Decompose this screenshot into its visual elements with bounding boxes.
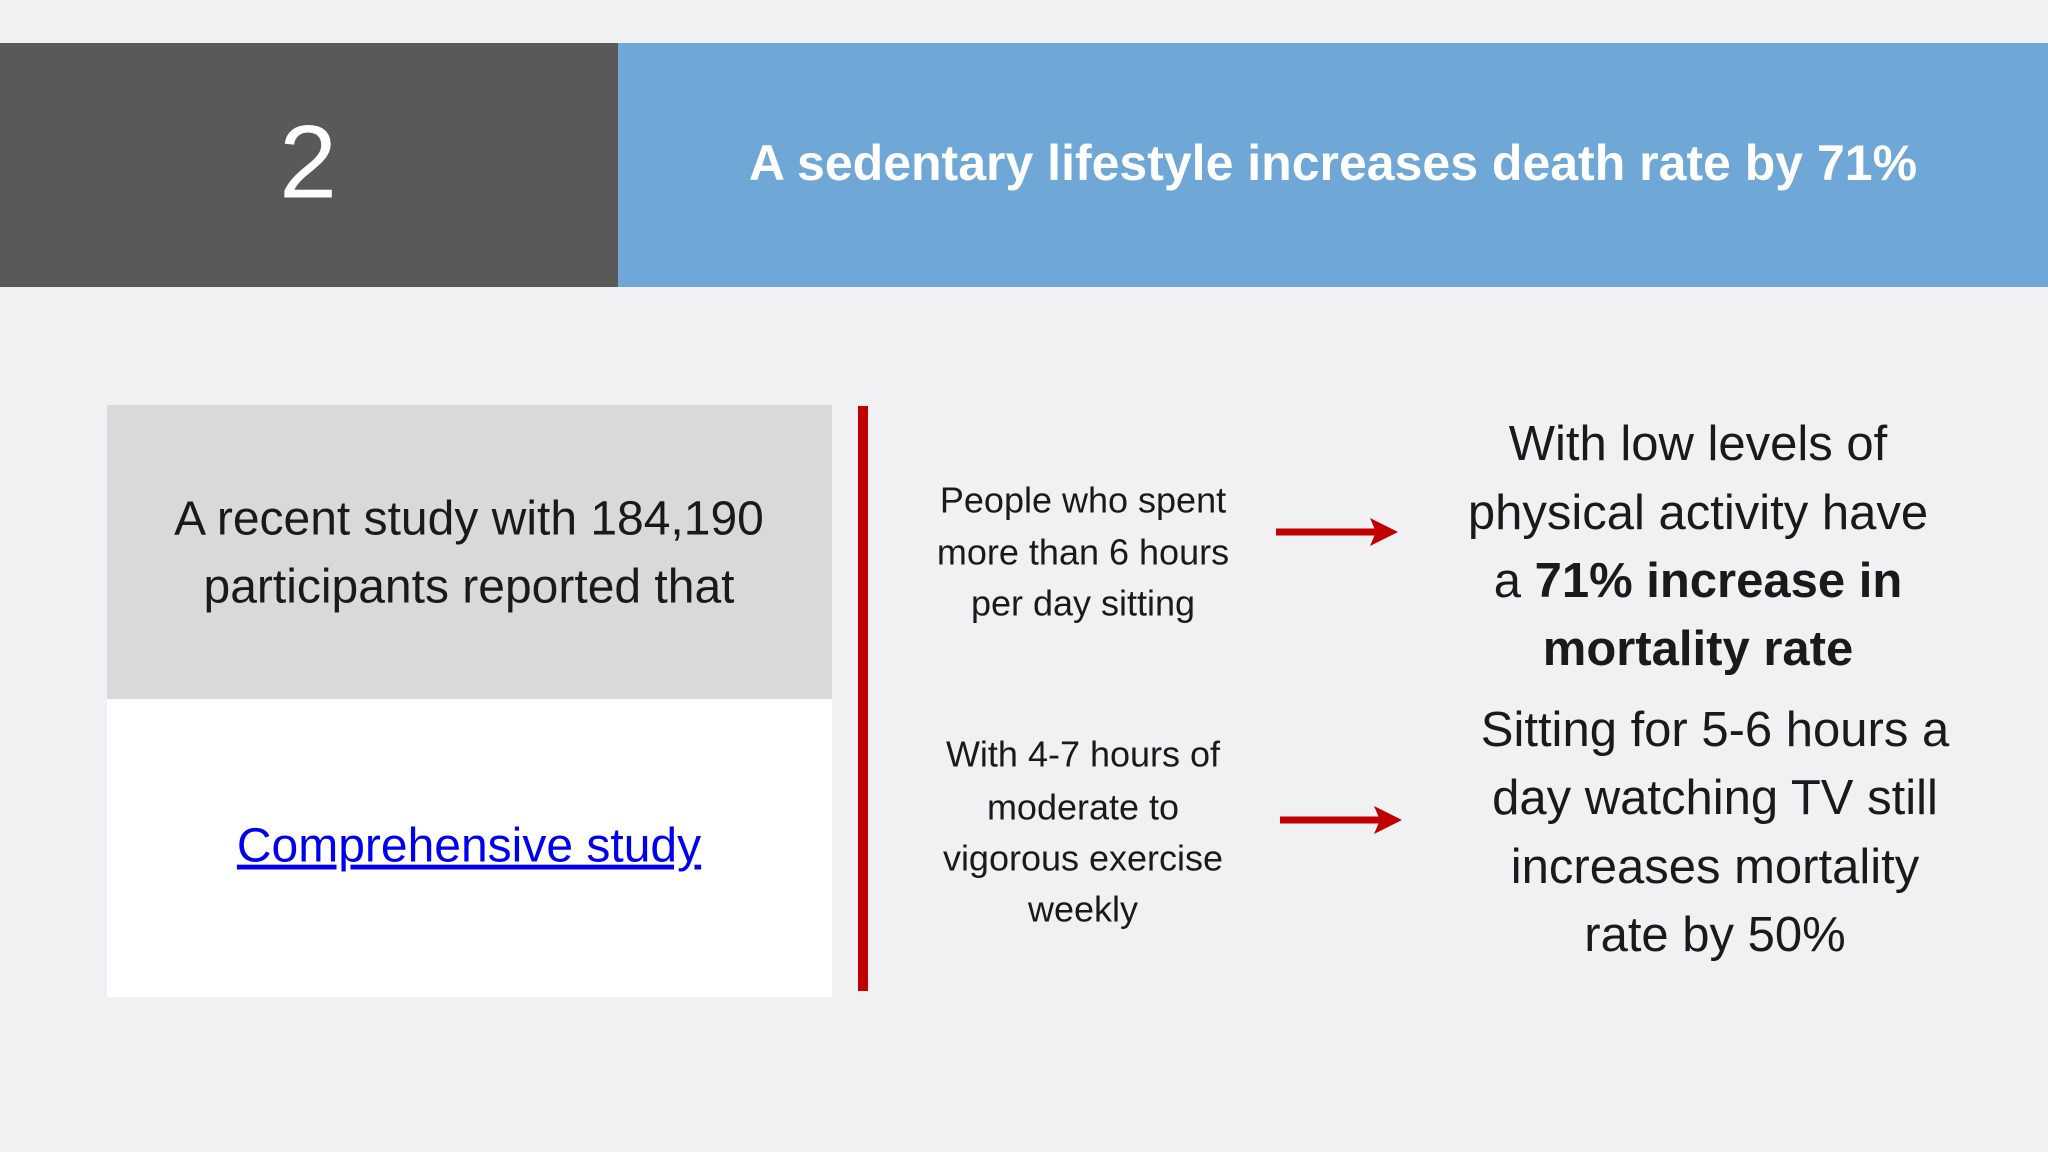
arrow xyxy=(1276,518,1398,546)
condition-line: moderate to xyxy=(987,787,1179,828)
number-box xyxy=(0,43,618,287)
study-box xyxy=(107,405,832,699)
condition: People who spent more than 6 hours per d… xyxy=(937,480,1229,930)
outcome-line: day watching TV still xyxy=(1492,771,1938,825)
slide-title: A sedentary lifestyle increases death ra… xyxy=(749,135,1917,191)
study-text: A recent study with 184,190 xyxy=(174,493,764,546)
outcome-line: Sitting for 5-6 hours a xyxy=(1481,703,1950,757)
outcome-line: rate by 50% xyxy=(1584,908,1846,962)
condition-line: With 4-7 hours of xyxy=(946,734,1221,775)
link-box xyxy=(107,699,832,997)
outcome: With low levels of physical activity hav… xyxy=(1468,417,1950,962)
outcome-line: increases mortality xyxy=(1511,840,1920,894)
study-link[interactable]: Comprehensive study xyxy=(237,820,701,873)
divider xyxy=(858,406,868,991)
condition-line: People who spent xyxy=(940,480,1226,521)
outcome-text: a xyxy=(1494,554,1535,608)
condition-line: vigorous exercise xyxy=(943,838,1223,879)
outcome-line: physical activity have xyxy=(1468,486,1928,540)
outcome-line: a 71% increase in xyxy=(1494,554,1903,608)
outcome-emphasis: mortality rate xyxy=(1543,622,1853,676)
arrow xyxy=(1280,806,1402,834)
outcome-emphasis: 71% increase in xyxy=(1535,554,1903,608)
condition-line: weekly xyxy=(1027,889,1138,930)
outcome-line: With low levels of xyxy=(1509,417,1888,471)
slide-number: 2 xyxy=(279,104,337,220)
condition-line: per day sitting xyxy=(971,583,1195,624)
study-text: participants reported that xyxy=(204,561,735,614)
title-box xyxy=(618,43,2048,287)
condition-line: more than 6 hours xyxy=(937,532,1229,573)
